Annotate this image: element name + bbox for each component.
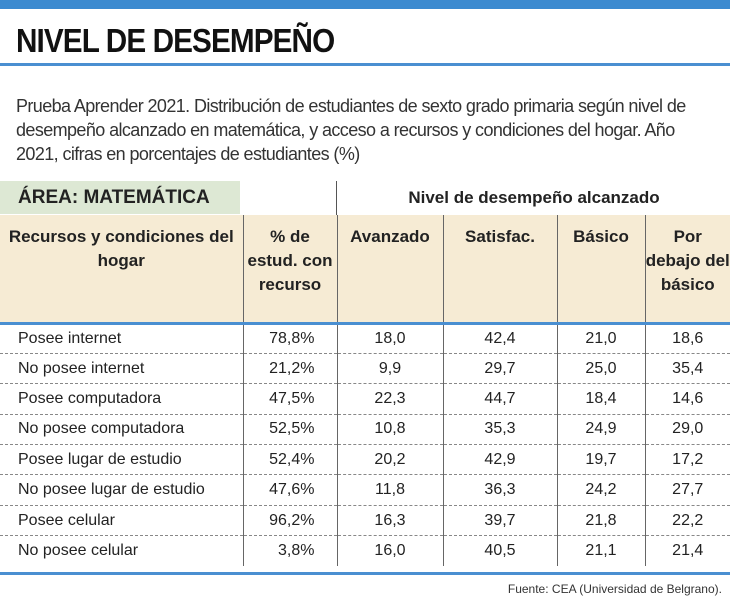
table-cell: 18,0: [336, 321, 443, 354]
table-cell: 24,2: [556, 474, 645, 506]
table-row: No posee lugar de estudio 47,6% 11,8 36,3 24…: [0, 474, 730, 506]
table-row: Posee celular 96,2% 16,3 39,7 21,8 22,2: [0, 504, 730, 536]
table-cell: 20,2: [336, 444, 443, 475]
table-cell: 35,4: [644, 352, 730, 384]
table-cell: 39,7: [442, 504, 557, 536]
table-row: Posee computadora 47,5% 22,3 44,7 18,4 14,6: [0, 383, 730, 415]
table-cell: 21,4: [644, 535, 730, 567]
table-cell: 21,2%: [242, 352, 337, 384]
description: Prueba Aprender 2021. Distribución de es…: [16, 96, 686, 164]
table-cell: 36,3: [442, 474, 557, 506]
row-label: Posee lugar de estudio: [0, 444, 243, 475]
table-cell: 40,5: [442, 535, 557, 567]
table-cell: 47,6%: [242, 474, 337, 506]
column-header: Por debajo del básico: [644, 215, 730, 323]
table-bottom-rule: [0, 572, 730, 575]
group-header: Nivel de desempeño alcanzado: [408, 188, 660, 207]
page-title: NIVEL DE DESEMPEÑO: [16, 22, 335, 59]
table-cell: 42,9: [442, 444, 557, 475]
table-cell: 16,3: [336, 504, 443, 536]
table-row: No posee internet 21,2% 9,9 29,7 25,0 35,4: [0, 352, 730, 384]
table-cell: 47,5%: [242, 383, 337, 415]
row-label: No posee lugar de estudio: [0, 474, 243, 506]
row-label: Posee internet: [0, 321, 243, 354]
table-cell: 11,8: [336, 474, 443, 506]
area-label: ÁREA: MATEMÁTICA: [0, 181, 240, 214]
table-cell: 52,4%: [242, 444, 337, 475]
header-row: Recursos y condiciones del hogar% de est…: [0, 215, 730, 323]
table-cell: 96,2%: [242, 504, 337, 536]
table-cell: 18,6: [644, 321, 730, 354]
table-cell: 35,3: [442, 413, 557, 445]
table-row: Posee lugar de estudio 52,4% 20,2 42,9 19,7 1…: [0, 444, 730, 475]
table-cell: 21,1: [556, 535, 645, 567]
column-header: Básico: [556, 215, 645, 323]
table-cell: 21,0: [556, 321, 645, 354]
title-divider: [0, 63, 730, 66]
table-cell: 44,7: [442, 383, 557, 415]
source-note: Fuente: CEA (Universidad de Belgrano).: [507, 582, 722, 596]
row-label: No posee internet: [0, 352, 243, 384]
table-cell: 21,8: [556, 504, 645, 536]
table-cell: 78,8%: [242, 321, 337, 354]
row-label: Posee computadora: [0, 383, 243, 415]
table-cell: 18,4: [556, 383, 645, 415]
table-cell: 25,0: [556, 352, 645, 384]
row-label: No posee celular: [0, 535, 243, 567]
table-cell: 29,7: [442, 352, 557, 384]
table-cell: 19,7: [556, 444, 645, 475]
row-label: No posee computadora: [0, 413, 243, 445]
table-cell: 14,6: [644, 383, 730, 415]
column-header: % de estud. con recurso: [242, 215, 337, 323]
table-cell: 22,3: [336, 383, 443, 415]
table-cell: 27,7: [644, 474, 730, 506]
table-row: No posee computadora 52,5% 10,8 35,3 24,9 29,…: [0, 413, 730, 445]
table-cell: 9,9: [336, 352, 443, 384]
table-cell: 17,2: [644, 444, 730, 475]
table-row: No posee celular 3,8% 16,0 40,5 21,1 21,4: [0, 535, 730, 567]
top-color-bar: [0, 0, 730, 9]
column-header: Avanzado: [336, 215, 443, 323]
column-header: Recursos y condiciones del hogar: [0, 215, 243, 323]
table-cell: 10,8: [336, 413, 443, 445]
table-row: Posee internet 78,8% 18,0 42,4 21,0 18,6: [0, 321, 730, 354]
table-cell: 22,2: [644, 504, 730, 536]
table-cell: 24,9: [556, 413, 645, 445]
table-cell: 52,5%: [242, 413, 337, 445]
data-table: Recursos y condiciones del hogar% de est…: [0, 215, 730, 567]
table-cell: 29,0: [644, 413, 730, 445]
group-divider: [336, 181, 337, 216]
column-header: Satisfac.: [442, 215, 557, 323]
table-cell: 42,4: [442, 321, 557, 354]
row-label: Posee celular: [0, 504, 243, 536]
table-cell: 16,0: [336, 535, 443, 567]
table-cell: 3,8%: [242, 535, 337, 567]
